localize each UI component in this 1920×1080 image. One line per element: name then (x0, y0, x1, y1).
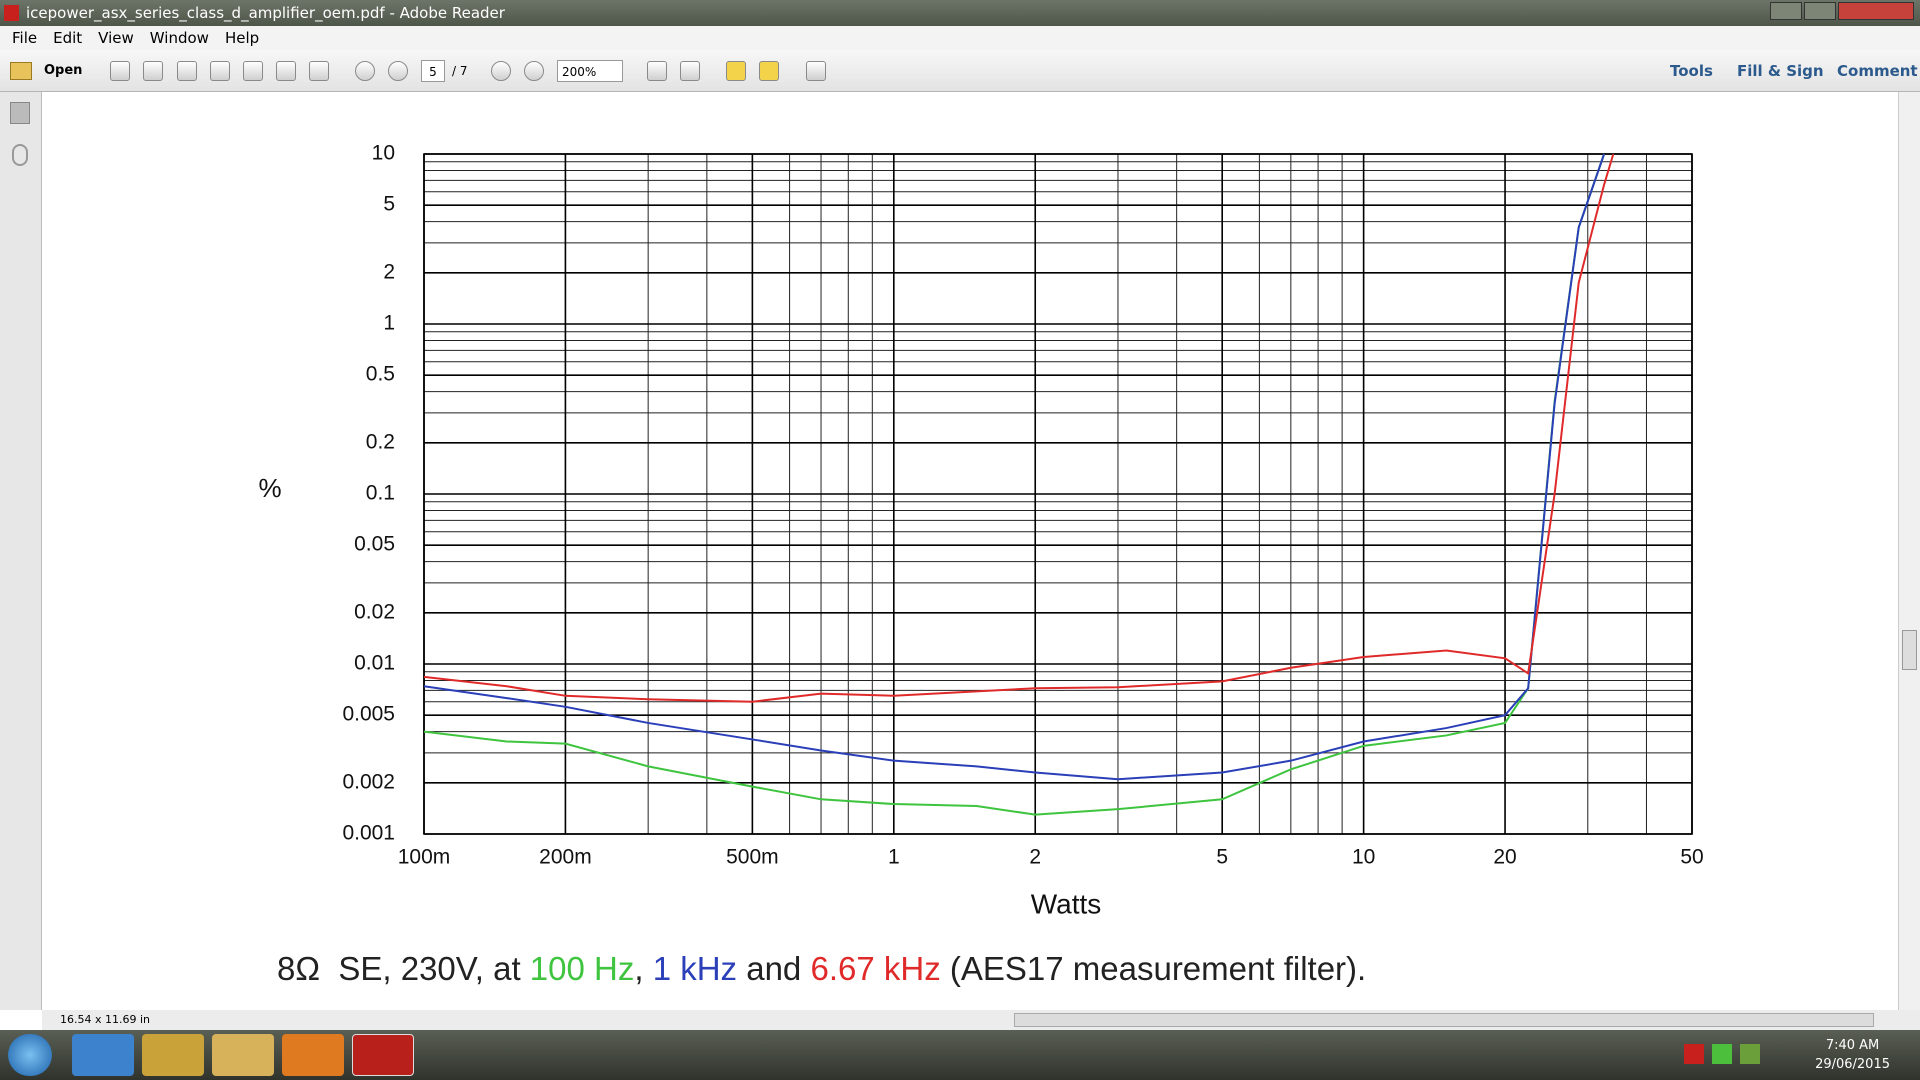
open-icon[interactable] (10, 62, 32, 80)
data-line (423, 153, 1615, 703)
taskbar-app[interactable] (282, 1034, 344, 1076)
prev-page[interactable] (355, 61, 375, 81)
chart: Watts % 0.001 0.002 0.005 0.01 0.02 0.05 0.1 0.… (258, 142, 1703, 920)
tool-icon[interactable] (110, 61, 130, 81)
x-tick-label: 200m (539, 846, 592, 869)
caption-text: 8Ω SE, 230V, at (277, 950, 530, 987)
tool-icon[interactable] (177, 61, 197, 81)
fill-sign-tab[interactable]: Fill & Sign (1737, 62, 1824, 80)
y-tick-label: 0.2 (366, 430, 395, 453)
taskbar-app[interactable] (72, 1034, 134, 1076)
legend-entry: 6.67 kHz (810, 950, 941, 987)
y-tick-label: 0.001 (342, 822, 395, 845)
x-tick-label: 1 (888, 846, 900, 869)
y-tick-label: 10 (372, 142, 395, 165)
tray-icon[interactable] (1740, 1044, 1760, 1064)
zoom-in[interactable] (524, 61, 544, 81)
zoom-out[interactable] (491, 61, 511, 81)
side-panel (0, 92, 42, 1010)
toolbar: Open 5 / 7 200% Tools Fill & Sign Commen… (0, 50, 1920, 92)
title-bar: icepower_asx_series_class_d_amplifier_oe… (0, 0, 1920, 26)
next-page[interactable] (388, 61, 408, 81)
zoom-select[interactable]: 200% (557, 60, 623, 82)
x-tick-label: 20 (1493, 846, 1516, 869)
menu-item[interactable]: View (98, 29, 134, 47)
date: 29/06/2015 (1815, 1057, 1890, 1072)
x-tick-label: 500m (726, 846, 779, 869)
x-tick-label: 50 (1680, 846, 1703, 869)
menu-item[interactable]: File (12, 29, 38, 47)
open-button[interactable]: Open (44, 63, 83, 78)
x-tick-label: 2 (1029, 846, 1041, 869)
close-button[interactable] (1838, 2, 1914, 20)
tray-icon[interactable] (1712, 1044, 1732, 1064)
vertical-scrollbar[interactable] (1898, 92, 1920, 1010)
y-tick-label: 0.02 (354, 600, 395, 623)
y-axis-label: % (258, 473, 281, 503)
menu-item[interactable]: Help (224, 29, 260, 47)
y-tick-label: 0.01 (354, 652, 395, 675)
scroll-thumb[interactable] (1902, 630, 1917, 670)
x-tick-label: 100m (398, 846, 451, 869)
legend-entry: 100 Hz (529, 950, 635, 987)
clock: 7:40 AM 29/06/2015 (1815, 1036, 1890, 1074)
taskbar-app[interactable] (352, 1034, 414, 1076)
expand-icon[interactable] (806, 61, 826, 81)
fit-icon[interactable] (680, 61, 700, 81)
taskbar: 7:40 AM 29/06/2015 (0, 1030, 1920, 1080)
y-tick-label: 0.005 (342, 703, 395, 726)
y-tick-label: 2 (383, 260, 395, 283)
tool-icon[interactable] (143, 61, 163, 81)
x-axis-label: Watts (1031, 888, 1102, 919)
y-tick-label: 0.05 (354, 533, 395, 556)
attach-icon[interactable] (12, 144, 28, 166)
page-total: / 7 (452, 64, 468, 78)
comment-icon[interactable] (726, 61, 746, 81)
pages-icon[interactable] (10, 102, 30, 124)
figure-caption: 8Ω SE, 230V, at 100 Hz, 1 kHz and 6.67 k… (277, 950, 1366, 988)
highlight-icon[interactable] (759, 61, 779, 81)
y-tick-label: 0.5 (366, 363, 395, 386)
fit-icon[interactable] (647, 61, 667, 81)
plot-frame (423, 153, 1693, 835)
mail-icon[interactable] (309, 61, 329, 81)
status-bar: 16.54 x 11.69 in (42, 1010, 1920, 1030)
x-tick-label: 10 (1352, 846, 1375, 869)
page-size: 16.54 x 11.69 in (60, 1013, 151, 1026)
caption-text: and (737, 950, 811, 987)
data-line (423, 153, 1606, 781)
tools-tab[interactable]: Tools (1670, 62, 1713, 80)
x-tick-label: 5 (1216, 846, 1228, 869)
window-title: icepower_asx_series_class_d_amplifier_oe… (26, 4, 505, 22)
taskbar-app[interactable] (142, 1034, 204, 1076)
maximize-button[interactable] (1804, 2, 1836, 20)
y-tick-label: 0.1 (366, 482, 395, 505)
menu-item[interactable]: Edit (53, 29, 83, 47)
menu-bar: File Edit View Window Help (0, 26, 1920, 50)
print-icon[interactable] (276, 61, 296, 81)
legend-entry: 1 kHz (652, 950, 738, 987)
horizontal-scroll-thumb[interactable] (1014, 1013, 1874, 1027)
y-tick-label: 5 (383, 193, 395, 216)
y-tick-label: 1 (383, 312, 395, 335)
comment-tab[interactable]: Comment (1837, 62, 1918, 80)
app-icon (4, 5, 19, 21)
page-input[interactable]: 5 (421, 60, 445, 82)
caption-text: (AES17 measurement filter). (940, 950, 1367, 987)
minimize-button[interactable] (1770, 2, 1802, 20)
y-tick-label: 0.002 (342, 770, 395, 793)
tool-icon[interactable] (210, 61, 230, 81)
time: 7:40 AM (1825, 1038, 1880, 1053)
menu-item[interactable]: Window (149, 29, 209, 47)
tray-icon[interactable] (1684, 1044, 1704, 1064)
taskbar-app[interactable] (212, 1034, 274, 1076)
tool-icon[interactable] (243, 61, 263, 81)
start-button[interactable] (8, 1034, 52, 1076)
caption-text: , (634, 950, 653, 987)
